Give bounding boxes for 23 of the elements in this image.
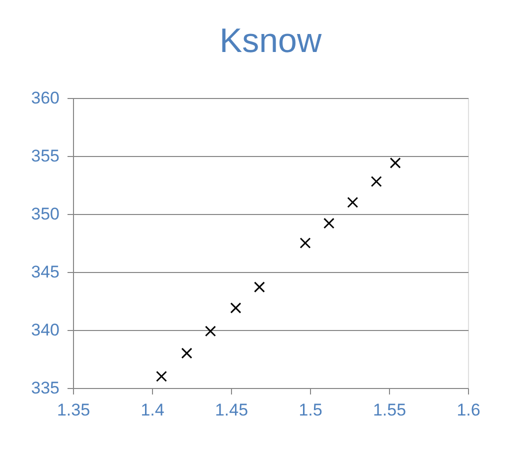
y-tick-label: 340 xyxy=(31,320,60,340)
point xyxy=(390,157,401,168)
x-tick-label: 1.45 xyxy=(214,400,248,420)
point xyxy=(347,196,358,208)
point xyxy=(230,302,242,314)
point xyxy=(204,326,216,337)
x-tick-label: 1.5 xyxy=(298,400,322,420)
x-tick-label: 1.4 xyxy=(140,400,164,420)
x-tick-label: 1.6 xyxy=(456,400,480,420)
x-tick-label: 1.55 xyxy=(372,400,406,420)
y-tick-label: 350 xyxy=(31,204,60,224)
point xyxy=(323,218,334,229)
x-tick-label: 1.35 xyxy=(56,400,90,420)
y-tick-label: 360 xyxy=(31,88,60,108)
point xyxy=(370,176,382,188)
point xyxy=(254,282,265,293)
point xyxy=(156,370,167,382)
point xyxy=(181,348,192,359)
chart-title: Ksnow xyxy=(219,22,322,60)
y-tick-label: 345 xyxy=(31,262,60,282)
y-tick-label: 335 xyxy=(31,378,60,398)
point xyxy=(300,238,311,248)
y-tick-label: 355 xyxy=(31,146,60,166)
